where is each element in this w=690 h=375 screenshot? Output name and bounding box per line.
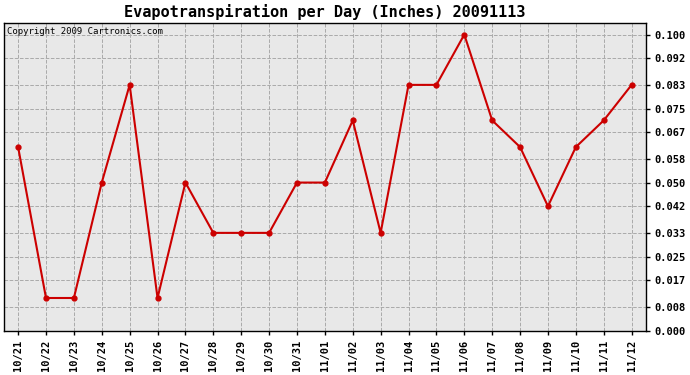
Title: Evapotranspiration per Day (Inches) 20091113: Evapotranspiration per Day (Inches) 2009… <box>124 4 526 20</box>
Text: Copyright 2009 Cartronics.com: Copyright 2009 Cartronics.com <box>8 27 164 36</box>
